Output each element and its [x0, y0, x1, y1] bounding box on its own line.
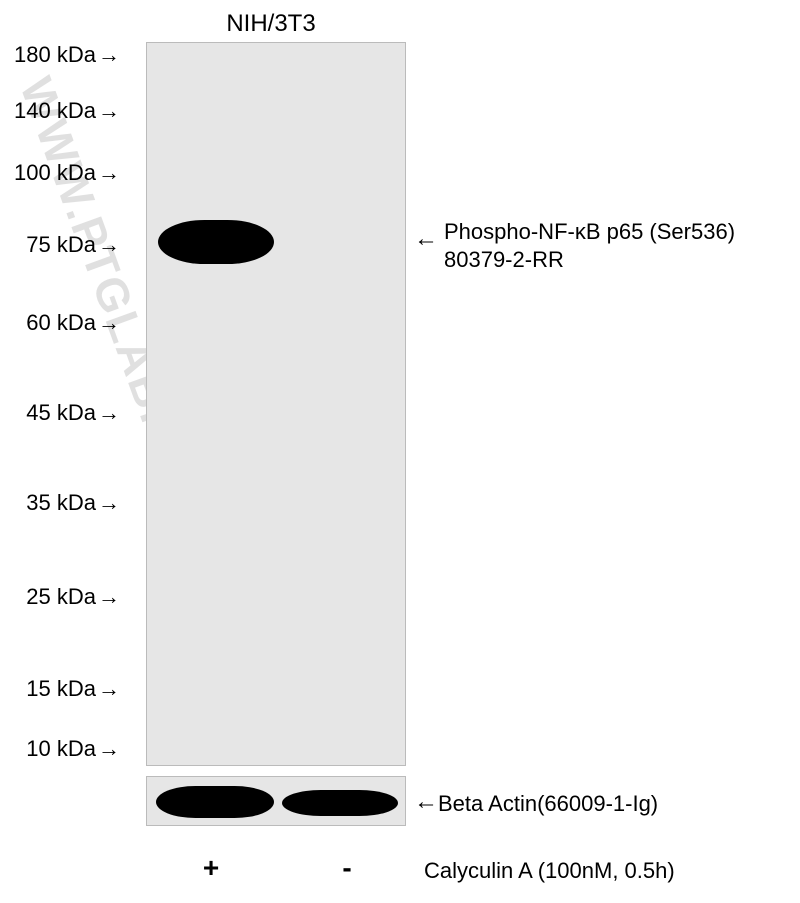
arrow-icon: →	[98, 160, 120, 186]
treatment-minus: -	[332, 852, 362, 884]
band-actin-lane2	[282, 790, 398, 816]
treatment-label: Calyculin A (100nM, 0.5h)	[424, 858, 675, 884]
mw-label-35: 35 kDa→	[0, 490, 120, 516]
arrow-icon: →	[98, 232, 120, 258]
band-target-lane1	[158, 220, 274, 264]
arrow-icon: →	[98, 736, 120, 762]
mw-label-180: 180 kDa→	[0, 42, 120, 68]
annotation-target-line1: Phospho-NF-κB p65 (Ser536)	[444, 218, 735, 246]
mw-label-15: 15 kDa→	[0, 676, 120, 702]
arrow-left-icon: ←	[414, 225, 438, 253]
annotation-target-line2: 80379-2-RR	[444, 246, 735, 274]
arrow-icon: →	[98, 490, 120, 516]
arrow-left-icon: ←	[414, 788, 438, 816]
mw-label-100: 100 kDa→	[0, 160, 120, 186]
mw-label-75: 75 kDa→	[0, 232, 120, 258]
arrow-icon: →	[98, 584, 120, 610]
mw-label-60: 60 kDa→	[0, 310, 120, 336]
arrow-icon: →	[98, 310, 120, 336]
arrow-icon: →	[98, 676, 120, 702]
arrow-icon: →	[98, 400, 120, 426]
arrow-icon: →	[98, 42, 120, 68]
mw-label-140: 140 kDa→	[0, 98, 120, 124]
annotation-actin: Beta Actin(66009-1-Ig)	[438, 790, 658, 818]
annotation-target: Phospho-NF-κB p65 (Ser536) 80379-2-RR	[444, 218, 735, 273]
treatment-plus: +	[196, 852, 226, 884]
figure-container: WWW.PTGLAB.COM NIH/3T3 180 kDa→ 140 kDa→…	[0, 0, 800, 903]
mw-label-25: 25 kDa→	[0, 584, 120, 610]
sample-title: NIH/3T3	[206, 10, 336, 38]
band-actin-lane1	[156, 786, 274, 818]
mw-label-45: 45 kDa→	[0, 400, 120, 426]
arrow-icon: →	[98, 98, 120, 124]
blot-membrane-main	[146, 42, 406, 766]
mw-label-10: 10 kDa→	[0, 736, 120, 762]
